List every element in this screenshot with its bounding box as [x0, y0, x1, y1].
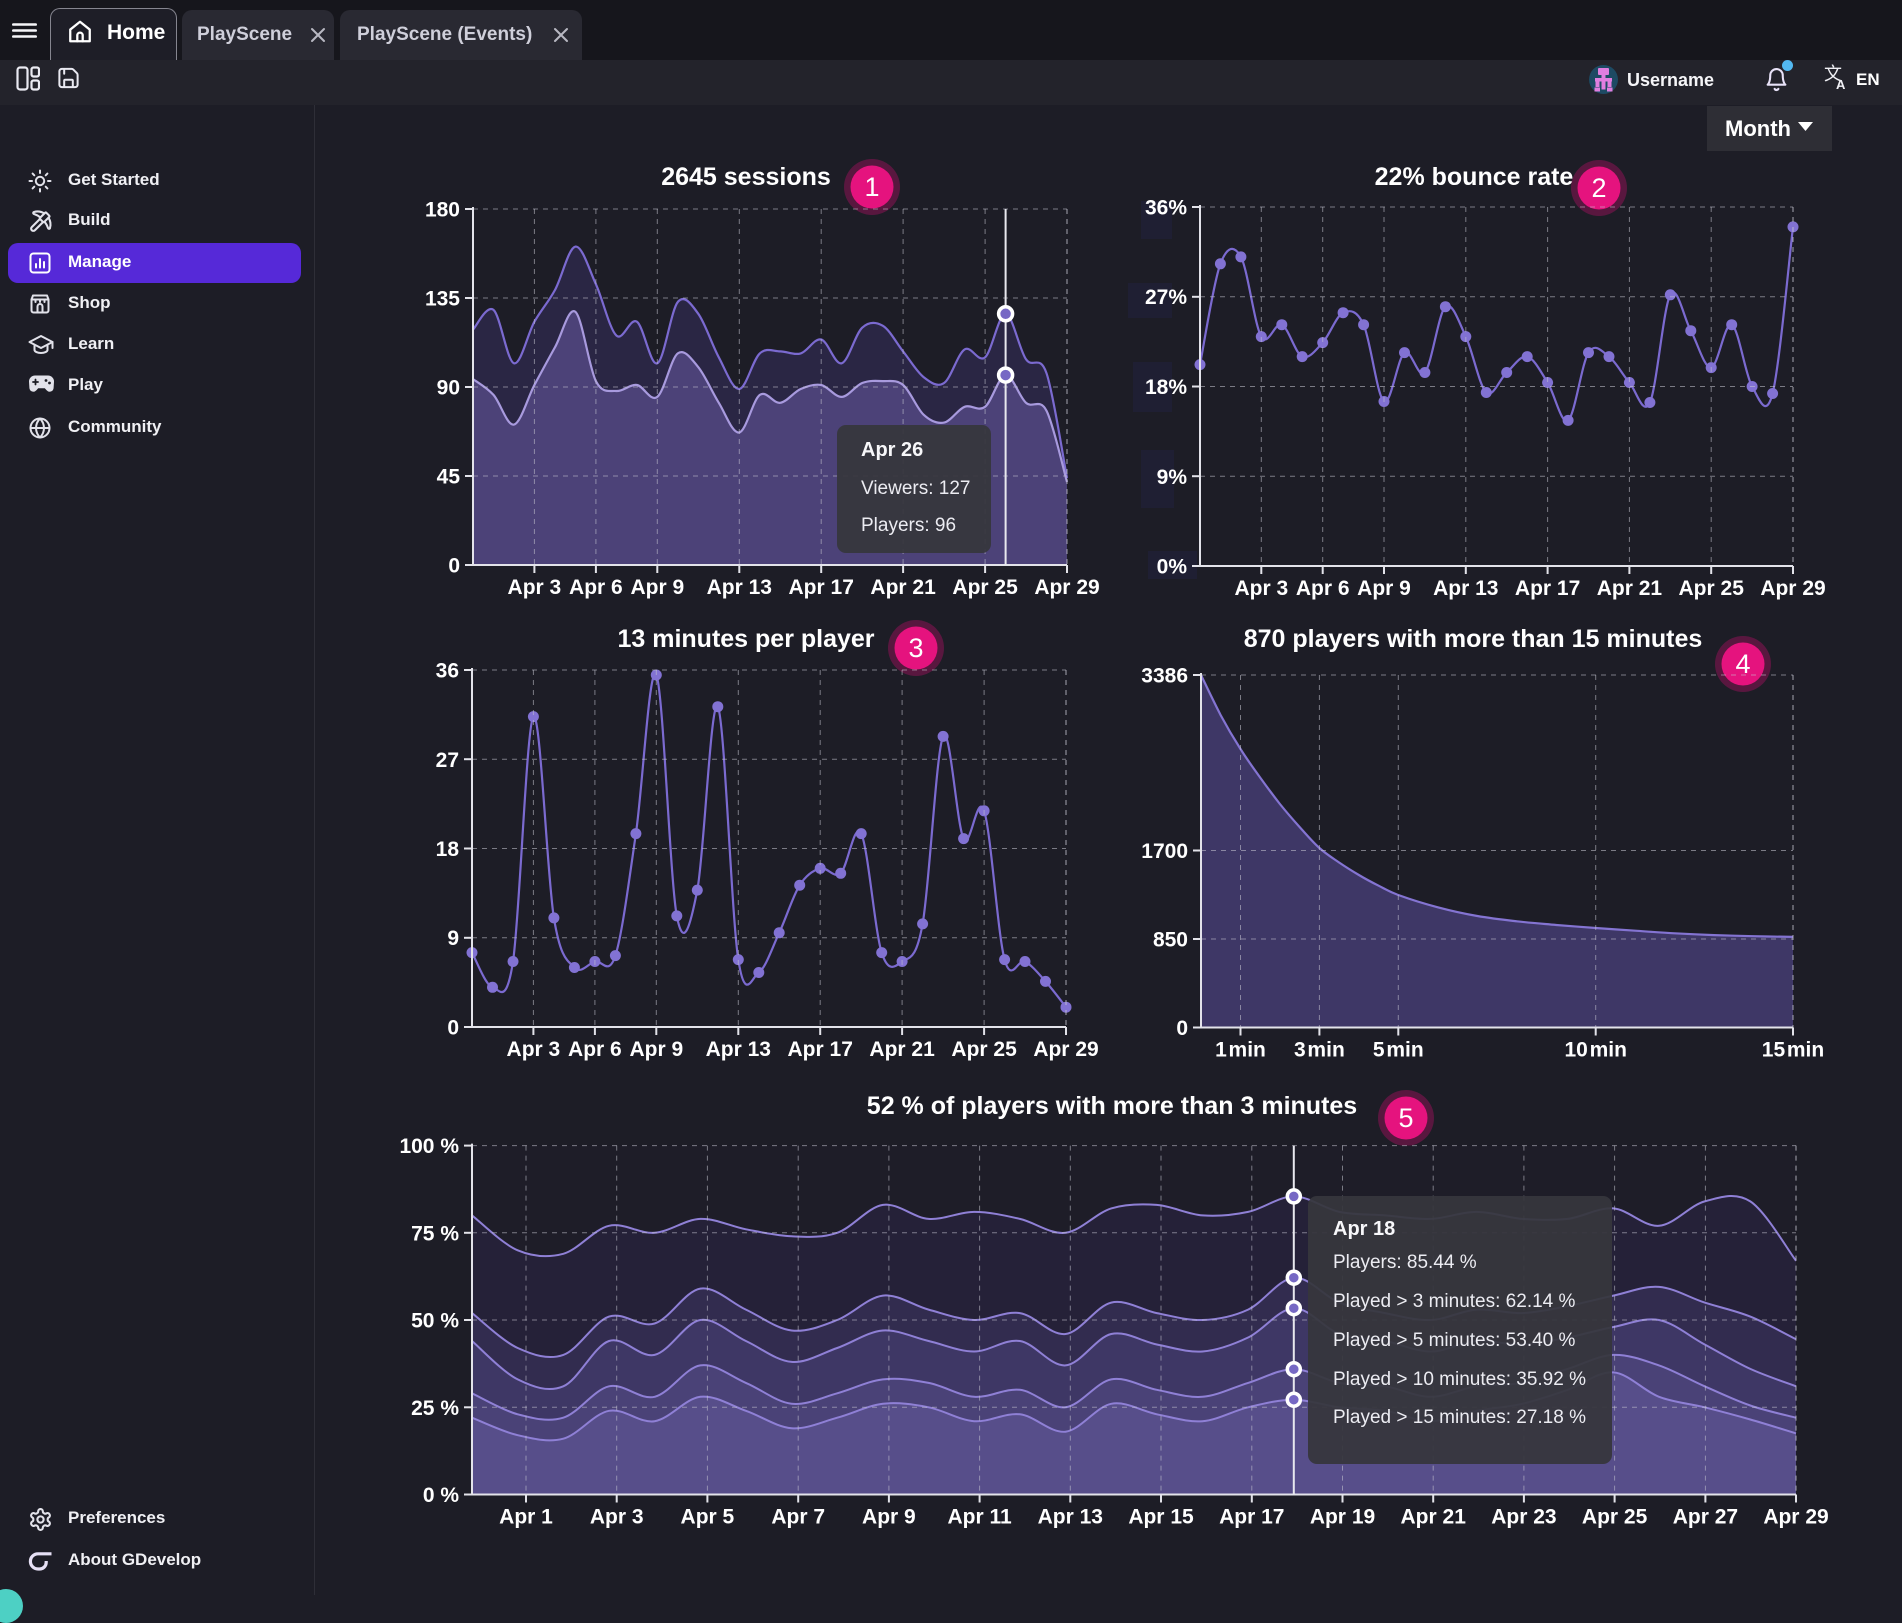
svg-text:Apr 25: Apr 25 — [1582, 1506, 1648, 1529]
svg-text:3386: 3386 — [1141, 665, 1188, 688]
svg-text:A: A — [1836, 77, 1846, 90]
svg-text:25 %: 25 % — [411, 1397, 459, 1420]
svg-text:Apr 13: Apr 13 — [706, 1038, 771, 1061]
svg-text:Apr 3: Apr 3 — [590, 1506, 644, 1529]
svg-text:Apr 9: Apr 9 — [629, 1038, 683, 1061]
svg-text:Apr 29: Apr 29 — [1763, 1506, 1828, 1529]
svg-text:Apr 25: Apr 25 — [1679, 577, 1745, 600]
svg-text:18%: 18% — [1145, 376, 1187, 399]
svg-text:1700: 1700 — [1141, 840, 1188, 863]
svg-text:Apr 27: Apr 27 — [1673, 1506, 1738, 1529]
svg-text:135: 135 — [425, 288, 460, 311]
svg-text:Apr 29: Apr 29 — [1034, 576, 1099, 599]
svg-text:Apr 6: Apr 6 — [569, 576, 623, 599]
svg-text:0: 0 — [447, 1017, 459, 1040]
svg-text:0: 0 — [448, 555, 460, 578]
svg-text:27: 27 — [436, 749, 459, 772]
svg-text:9: 9 — [447, 927, 459, 950]
svg-text:0: 0 — [1176, 1017, 1188, 1040]
svg-text:Apr 1: Apr 1 — [499, 1506, 553, 1529]
svg-text:Apr 21: Apr 21 — [869, 1038, 935, 1061]
svg-text:180: 180 — [425, 199, 460, 222]
svg-text:Apr 17: Apr 17 — [788, 1038, 853, 1061]
svg-text:1 min: 1 min — [1215, 1039, 1266, 1062]
svg-text:Apr 17: Apr 17 — [789, 576, 854, 599]
svg-text:Apr 21: Apr 21 — [1597, 577, 1663, 600]
svg-text:45: 45 — [437, 466, 461, 489]
svg-text:870 players with more than 15: 870 players with more than 15 minutes — [1244, 625, 1703, 653]
svg-text:Apr 17: Apr 17 — [1219, 1506, 1284, 1529]
svg-text:18: 18 — [436, 838, 460, 861]
svg-text:3 min: 3 min — [1294, 1039, 1345, 1062]
svg-text:100 %: 100 % — [399, 1135, 459, 1158]
svg-text:Apr 9: Apr 9 — [1357, 577, 1411, 600]
svg-text:Apr 13: Apr 13 — [707, 576, 772, 599]
svg-text:0 %: 0 % — [423, 1484, 460, 1507]
svg-text:Apr 3: Apr 3 — [508, 576, 562, 599]
svg-text:3: 3 — [908, 633, 923, 663]
svg-text:2645 sessions: 2645 sessions — [661, 163, 831, 191]
svg-text:27%: 27% — [1145, 286, 1187, 309]
svg-text:Apr 17: Apr 17 — [1515, 577, 1580, 600]
svg-text:Apr 25: Apr 25 — [952, 576, 1018, 599]
svg-text:5: 5 — [1398, 1103, 1413, 1133]
svg-text:Apr 6: Apr 6 — [1296, 577, 1350, 600]
svg-text:10 min: 10 min — [1564, 1039, 1626, 1062]
svg-text:Apr 9: Apr 9 — [862, 1506, 916, 1529]
svg-text:850: 850 — [1153, 929, 1188, 952]
svg-text:Apr 6: Apr 6 — [568, 1038, 622, 1061]
svg-text:Apr 29: Apr 29 — [1760, 577, 1825, 600]
svg-text:Apr 19: Apr 19 — [1310, 1506, 1375, 1529]
svg-text:90: 90 — [437, 377, 460, 400]
svg-text:Apr 25: Apr 25 — [951, 1038, 1017, 1061]
svg-text:52 % of players with more than: 52 % of players with more than 3 minutes — [867, 1092, 1357, 1120]
svg-text:5 min: 5 min — [1373, 1039, 1424, 1062]
svg-text:文: 文 — [1824, 64, 1842, 84]
svg-text:Apr 15: Apr 15 — [1128, 1506, 1194, 1529]
svg-text:2: 2 — [1591, 173, 1606, 203]
svg-text:Apr 11: Apr 11 — [947, 1506, 1012, 1529]
svg-text:Apr 13: Apr 13 — [1433, 577, 1498, 600]
svg-text:Apr 13: Apr 13 — [1038, 1506, 1103, 1529]
svg-text:0%: 0% — [1157, 556, 1188, 579]
svg-text:Apr 3: Apr 3 — [507, 1038, 561, 1061]
svg-text:15 min: 15 min — [1762, 1039, 1824, 1062]
svg-text:50 %: 50 % — [411, 1310, 459, 1333]
svg-text:Apr 7: Apr 7 — [771, 1506, 825, 1529]
svg-text:9%: 9% — [1157, 466, 1188, 489]
svg-text:4: 4 — [1735, 649, 1750, 679]
svg-text:Apr 5: Apr 5 — [681, 1506, 735, 1529]
svg-text:Apr 21: Apr 21 — [870, 576, 936, 599]
svg-text:75 %: 75 % — [411, 1222, 459, 1245]
svg-text:Apr 9: Apr 9 — [630, 576, 684, 599]
svg-text:13 minutes per player: 13 minutes per player — [617, 625, 874, 653]
svg-text:Apr 29: Apr 29 — [1033, 1038, 1098, 1061]
svg-text:36%: 36% — [1145, 197, 1187, 220]
svg-text:1: 1 — [864, 172, 879, 202]
svg-text:Apr 21: Apr 21 — [1401, 1506, 1467, 1529]
svg-text:36: 36 — [436, 660, 459, 683]
svg-text:Apr 23: Apr 23 — [1491, 1506, 1556, 1529]
svg-text:Apr 3: Apr 3 — [1234, 577, 1288, 600]
svg-text:22% bounce rate: 22% bounce rate — [1375, 163, 1574, 191]
